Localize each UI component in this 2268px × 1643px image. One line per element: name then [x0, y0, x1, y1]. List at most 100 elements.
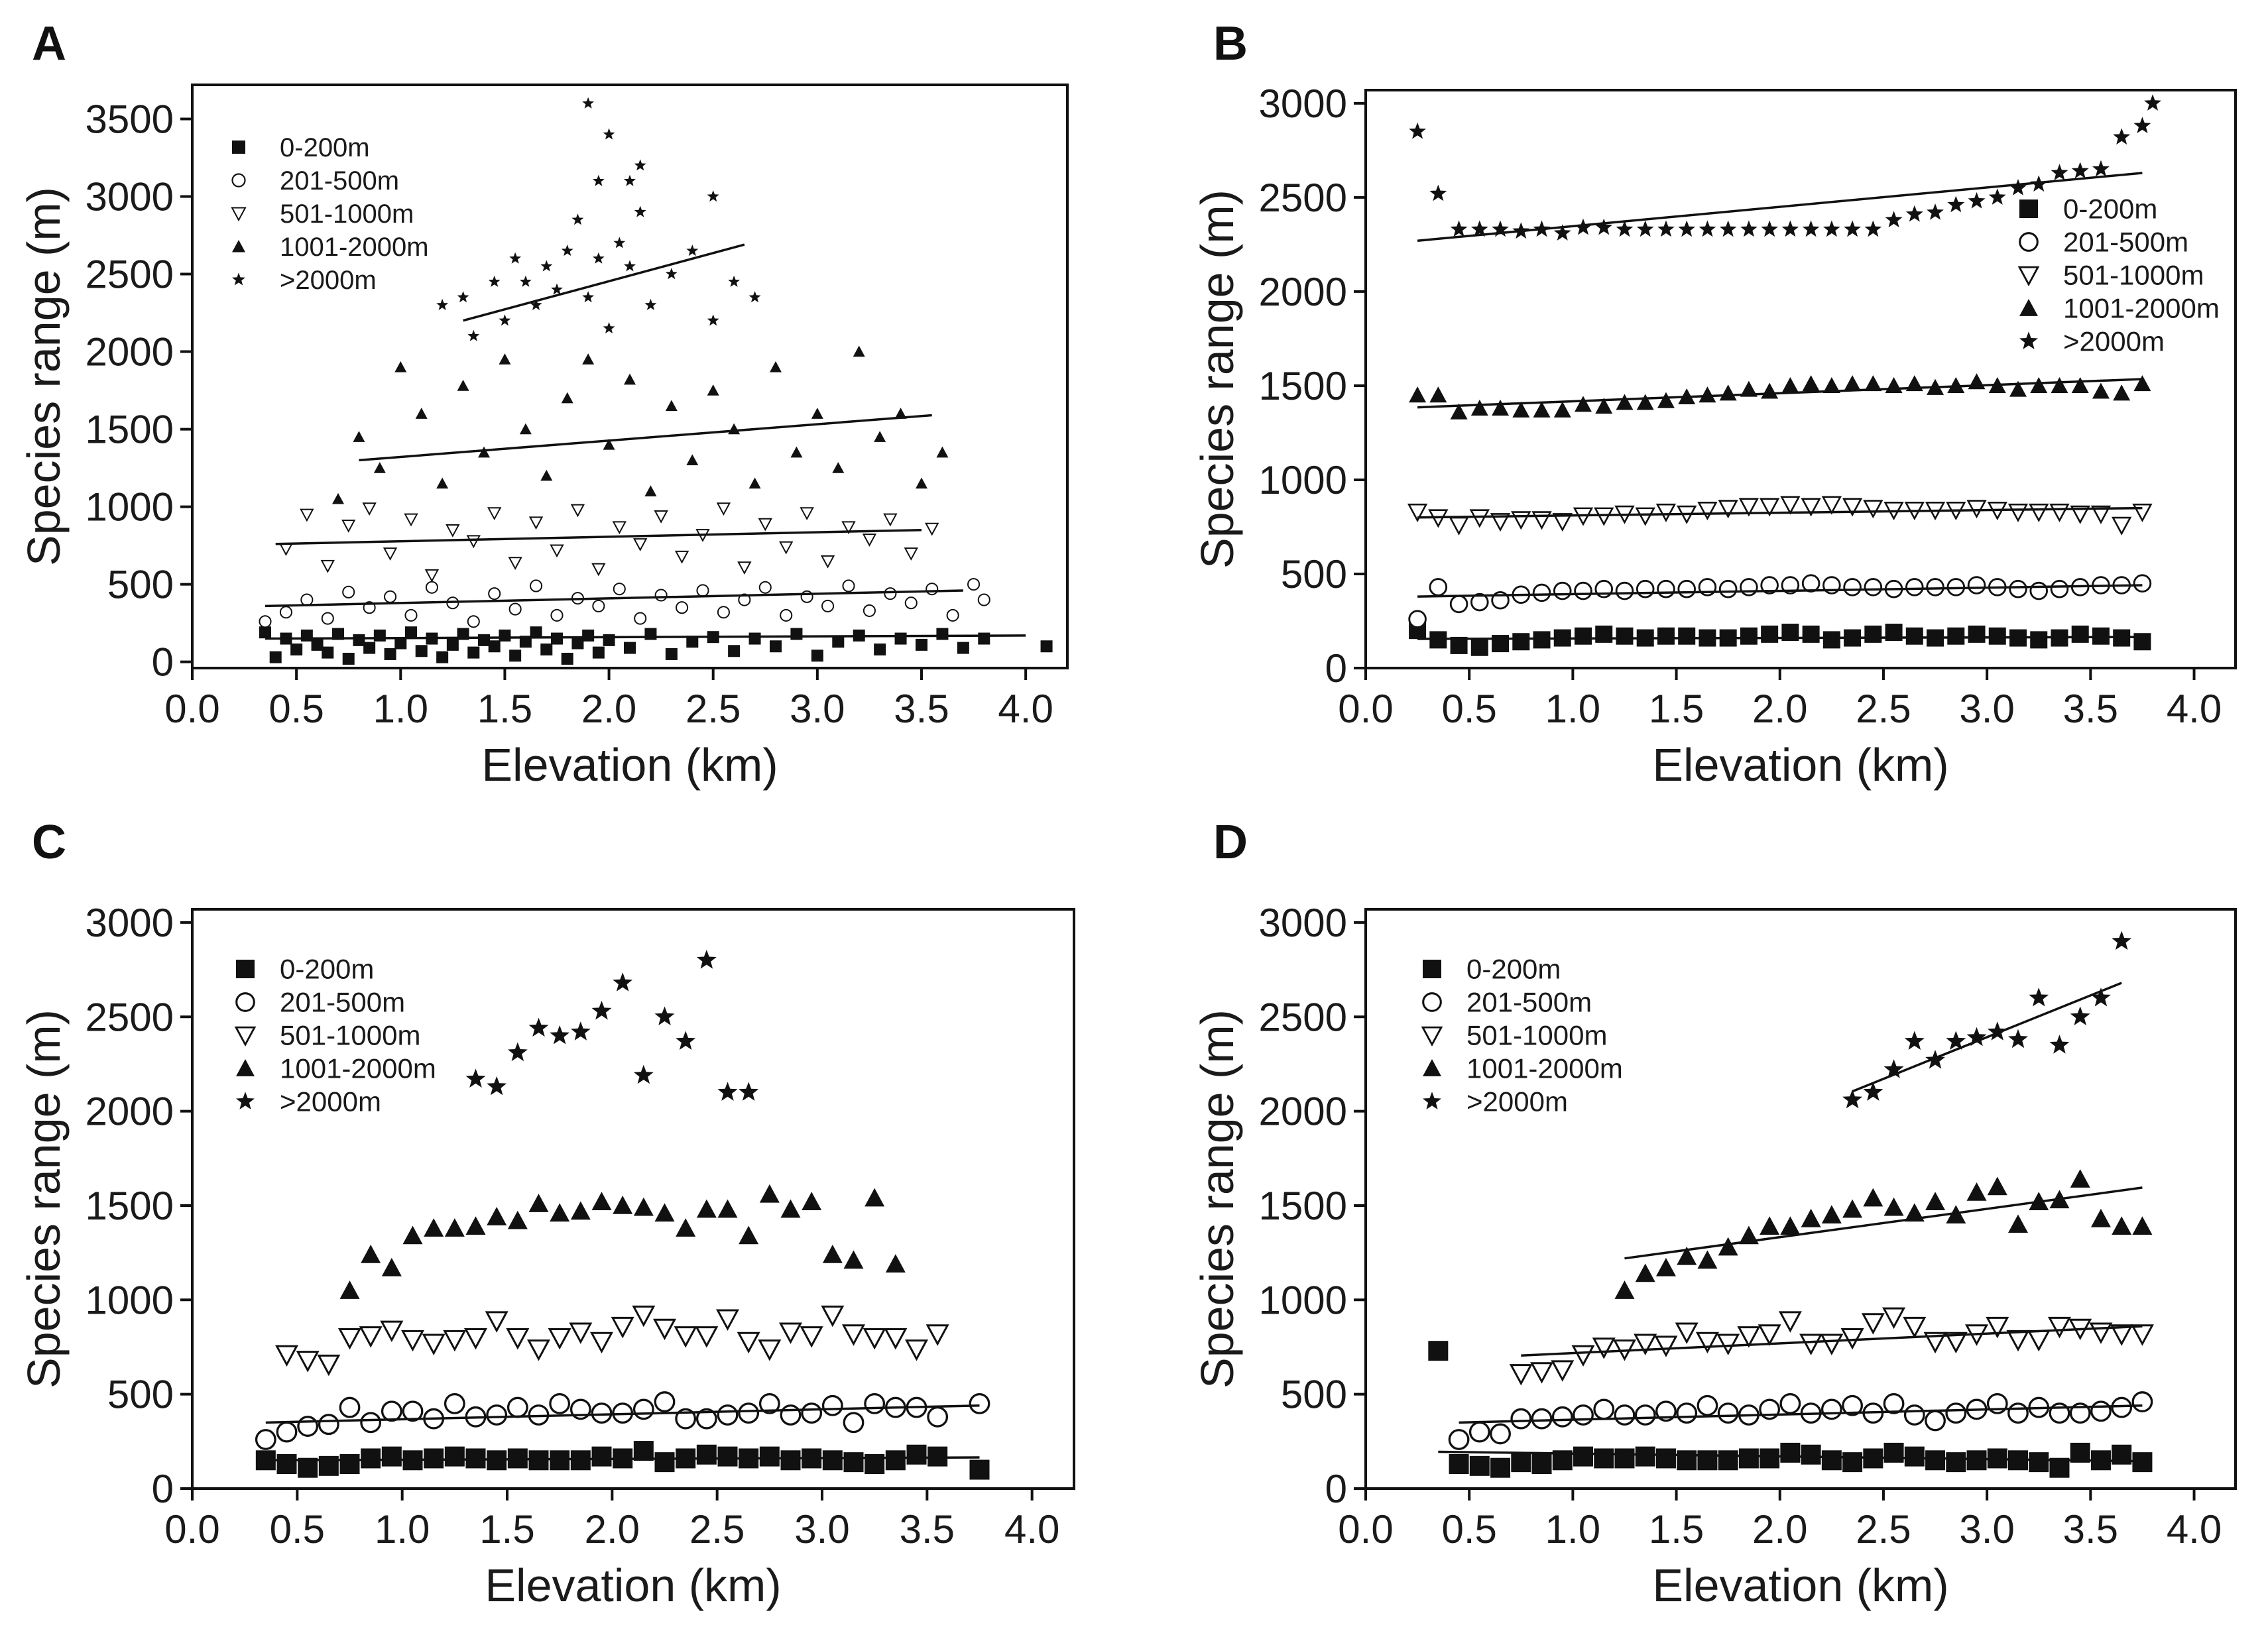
panel-c-data-point	[591, 1001, 612, 1020]
panel-b-data-point	[1553, 401, 1571, 418]
panel-b-data-point	[1616, 394, 1634, 410]
panel-b-data-point	[1718, 500, 1738, 519]
panel-d-data-point	[1531, 1408, 1553, 1430]
panel-b-data-point	[1740, 578, 1758, 596]
panel-d-data-point	[1655, 1400, 1677, 1422]
panel-c-data-point	[632, 1305, 656, 1328]
panel-c-legend-label: 501-1000m	[280, 1020, 420, 1051]
panel-b-data-point	[1864, 578, 1883, 596]
panel-a-data-point	[633, 538, 648, 551]
panel-c-data-point	[487, 1207, 507, 1225]
panel-c-data-point	[739, 1082, 759, 1101]
panel-d-x-tick-label: 4.0	[2167, 1507, 2222, 1552]
panel-c-data-point	[715, 1309, 740, 1331]
panel-d-data-point	[1923, 1331, 1947, 1354]
panel-b-data-point	[1863, 500, 1883, 519]
panel-d-data-point	[2110, 1324, 2133, 1346]
panel-c-data-point	[526, 1339, 551, 1361]
panel-d-fit-line	[1438, 1450, 2143, 1463]
panel-c-data-point	[676, 1031, 696, 1050]
panel-a-data-point	[707, 190, 719, 202]
panel-c-data-point	[864, 1392, 886, 1414]
panel-b-legend-marker	[2019, 299, 2038, 316]
panel-a-data-point	[478, 446, 490, 458]
panel-b-data-point	[2133, 117, 2151, 133]
panel-d-data-point	[2008, 1214, 2028, 1233]
panel-c-data-point	[717, 1082, 738, 1101]
panel-a-data-point	[967, 578, 981, 591]
panel-d-data-point	[1944, 1331, 1968, 1354]
panel-d-data-point	[1509, 1364, 1533, 1386]
panel-b-data-point	[2009, 579, 2027, 598]
panel-a-data-point	[467, 615, 480, 628]
panel-b-data-point	[1470, 400, 1488, 416]
panel-a-data-point	[269, 651, 282, 663]
panel-b-data-point	[2030, 376, 2048, 393]
panel-c-data-point	[613, 1195, 633, 1214]
panel-d-y-tick-label: 1500	[1259, 1184, 1347, 1228]
panel-d-data-point	[1780, 1442, 1801, 1463]
panel-d-y-tick-label: 2000	[1259, 1090, 1347, 1134]
panel-a-data-point	[737, 561, 752, 575]
panel-d-series-3	[1614, 1169, 2153, 1299]
panel-a-data-point	[603, 128, 615, 140]
panel-b-data-point	[1718, 579, 1738, 598]
panel-a-data-point	[404, 513, 418, 527]
panel-b-data-point	[1719, 384, 1737, 401]
panel-c-data-point	[506, 1328, 530, 1350]
panel-a-data-point	[571, 637, 584, 650]
panel-d-y-axis-title: Species range (m)	[1191, 1009, 1243, 1388]
panel-a-data-point	[519, 423, 532, 435]
panel-b-series-3	[1409, 373, 2151, 420]
panel-b-legend-label: 201-500m	[2063, 227, 2188, 258]
panel-c-data-point	[758, 1339, 782, 1361]
panel-c-data-point	[738, 1402, 760, 1424]
panel-a-data-point	[1040, 640, 1053, 653]
panel-d-legend-marker	[1422, 992, 1442, 1012]
panel-d-data-point	[1883, 1059, 1904, 1078]
panel-a-fit-line	[275, 528, 922, 545]
panel-a-data-point	[603, 438, 615, 450]
panel-a-data-point	[383, 547, 398, 561]
panel-a-data-point	[540, 643, 553, 655]
panel-a-data-point	[904, 547, 918, 561]
panel-b-data-point	[1740, 220, 1758, 237]
panel-a-data-point	[674, 550, 689, 564]
panel-d-data-point	[1697, 1394, 1718, 1416]
panel-c-data-point	[696, 950, 717, 969]
panel-a-data-point	[728, 275, 741, 287]
panel-b-data-point	[1450, 220, 1468, 237]
panel-d-data-point	[1716, 1333, 1740, 1355]
panel-a: A 0.0 0.5 1.0 1.5 2.0 2.5 3.0 3.5 4.0 0 500 1000 150…	[18, 17, 1069, 791]
panel-c-data-point	[339, 1453, 360, 1474]
panel-a-data-point	[728, 423, 741, 435]
panel-b-data-point	[1864, 220, 1882, 237]
panel-c-data-point	[463, 1328, 488, 1350]
panel-d-data-point	[1760, 1448, 1780, 1469]
panel-b-data-point	[1533, 401, 1551, 418]
panel-b-data-point	[2144, 94, 2161, 111]
panel-a-data-point	[342, 585, 355, 598]
panel-a-legend-label: 201-500m	[280, 166, 399, 196]
panel-a-data-point	[665, 648, 678, 660]
panel-a-data-point	[624, 260, 636, 272]
panel-d-data-point	[1842, 1394, 1863, 1416]
panel-d-y-tick-label: 0	[1325, 1467, 1347, 1511]
panel-a-data-point	[654, 589, 668, 602]
panel-b-data-point	[1429, 578, 1448, 596]
panel-a-fit-line	[463, 243, 745, 322]
panel-d-data-point	[1573, 1446, 1593, 1467]
panel-b-data-point	[2029, 503, 2049, 522]
panel-c-data-point	[507, 1210, 528, 1229]
panel-d-data-point	[1758, 1324, 1781, 1346]
panel-b-data-point	[1595, 218, 1613, 235]
panel-d-data-point	[2070, 1006, 2090, 1025]
panel-a-data-point	[342, 652, 355, 665]
panel-a-data-point	[300, 629, 313, 642]
panel-c-x-tick-label: 3.0	[794, 1507, 849, 1552]
panel-b-data-point	[2112, 516, 2132, 536]
panel-b-data-point	[1761, 625, 1779, 643]
panel-d-data-point	[1675, 1322, 1699, 1344]
panel-c-data-point	[778, 1322, 803, 1344]
